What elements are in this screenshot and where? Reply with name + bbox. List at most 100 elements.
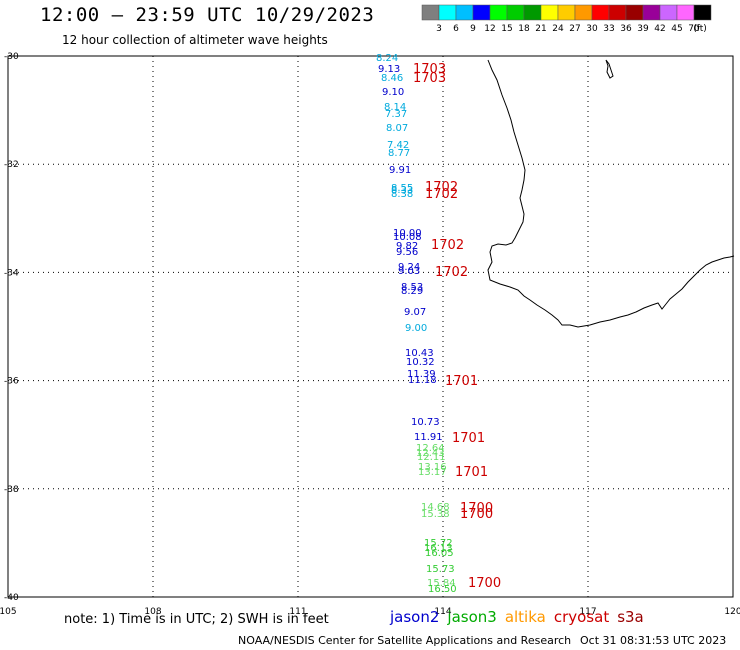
pass-time-label: 1703	[413, 62, 446, 77]
swh-labels: 8.249.138.46 9.10 8.147.37 8.07 7.428.77 9.91…	[376, 53, 457, 595]
pass-time-label: 1703	[413, 71, 446, 86]
map-grid	[8, 56, 733, 597]
lat-tick-label: -36	[4, 377, 19, 387]
pass-time-label: 1701	[455, 465, 488, 480]
pass-time-label: 1702	[435, 265, 468, 280]
swh-label: 16.50	[428, 584, 457, 595]
swh-label: 15.73	[426, 564, 455, 575]
lon-tick-label: 111	[289, 607, 306, 617]
lon-tick-label: 117	[579, 607, 596, 617]
map-frame	[7, 55, 734, 598]
colorbar-swatch	[625, 4, 644, 21]
pass-time-label: 1700	[460, 501, 493, 516]
pass-time-label: 1700	[468, 576, 501, 591]
colorbar-label: 15	[501, 24, 512, 34]
colorbar-label: 21	[535, 24, 546, 34]
swh-label: 9.10	[382, 87, 404, 98]
swh-label: 10.43	[405, 348, 434, 359]
map-title: 12:00 – 23:59 UTC 10/29/2023	[40, 4, 375, 26]
swh-label: 8.77	[388, 148, 410, 159]
legend-jason3: jason3	[447, 608, 497, 626]
lat-tick-label: -34	[4, 268, 19, 278]
swh-label: 9.13	[378, 64, 400, 75]
australia-coastline	[487, 59, 735, 328]
swh-label: 8.29	[401, 286, 423, 297]
colorbar-swatch	[557, 4, 576, 21]
swh-label: 12.11	[417, 452, 446, 463]
pass-time-label: 1700	[460, 507, 493, 522]
swh-label: 11.91	[414, 432, 443, 443]
swh-label: 15.38	[421, 509, 450, 520]
colorbar-swatch	[540, 4, 559, 21]
swh-label: 14.68	[421, 502, 450, 513]
swh-label: 7.42	[387, 140, 409, 151]
swh-label: 10.08	[393, 232, 422, 243]
swh-label: 16.05	[425, 548, 454, 559]
lat-tick-label: -40	[4, 593, 19, 603]
lat-tick-label: -30	[4, 52, 19, 62]
colorbar-swatch	[693, 4, 712, 21]
swh-label: 11.18	[408, 375, 437, 386]
footer-credit: NOAA/NESDIS Center for Satellite Applica…	[238, 634, 572, 647]
swh-label: 8.55	[391, 183, 413, 194]
swh-label: 8.38	[391, 189, 413, 200]
colorbar-swatch	[506, 4, 525, 21]
swh-label: 13.17	[418, 467, 447, 478]
lat-tick-label: -38	[4, 485, 19, 495]
legend-cryosat: cryosat	[553, 608, 610, 626]
legend-altika: altika	[504, 608, 546, 626]
swh-label: 12.64	[416, 443, 445, 454]
colorbar-swatch	[523, 4, 542, 21]
map-subtitle: 12 hour collection of altimeter wave hei…	[62, 33, 328, 47]
pass-time-label: 1702	[425, 180, 458, 195]
colorbar-label: 70	[688, 24, 700, 34]
colorbar-unit: (ft)	[693, 24, 707, 34]
swh-label: 8.14	[384, 102, 406, 113]
colorbar-swatch	[455, 4, 474, 21]
colorbar-label: 42	[654, 24, 665, 34]
footer-note: note: 1) Time is in UTC; 2) SWH is in fe…	[64, 612, 329, 627]
pass-time-label: 1702	[425, 187, 458, 202]
swh-label: 10.32	[406, 357, 435, 368]
lat-tick-label: -32	[4, 160, 19, 170]
axis-tick-labels: 105 108 111 114 117 120 -30 -32 -34 -36 -38 -40	[0, 52, 740, 617]
swh-label: 7.37	[385, 109, 407, 120]
swh-label: 9.56	[396, 247, 418, 258]
swh-label: 8.07	[386, 123, 408, 134]
legend-jason2: jason2	[390, 608, 440, 626]
satellite-legend: jason2 jason3 altika cryosat s3a	[390, 608, 652, 626]
swh-label: 11.39	[407, 369, 436, 380]
colorbar-swatch	[489, 4, 508, 21]
colorbar-swatch	[591, 4, 610, 21]
colorbar-label: 9	[470, 24, 476, 34]
island-outline	[605, 59, 614, 79]
swh-label: 9.91	[389, 165, 411, 176]
lon-tick-label: 108	[144, 607, 161, 617]
colorbar-label: 3	[436, 24, 442, 34]
colorbar: 3 6 9 12 15 18 21 24 27 30 33 36 39 42 45 70(ft)	[421, 4, 712, 34]
pass-time-label: 1702	[431, 238, 464, 253]
colorbar-swatch	[676, 4, 695, 21]
colorbar-swatch	[659, 4, 678, 21]
colorbar-swatch	[574, 4, 593, 21]
swh-label: 9.07	[404, 307, 426, 318]
colorbar-swatch	[642, 4, 661, 21]
swh-label: 10.73	[411, 417, 440, 428]
pass-time-label: 1701	[445, 374, 478, 389]
pass-time-labels: 1703170317021702170217021701170117011700…	[413, 62, 501, 591]
lon-tick-label: 120	[724, 607, 740, 617]
colorbar-label: 18	[518, 24, 530, 34]
swh-label: 15.84	[427, 578, 456, 589]
swh-label: 8.24	[376, 53, 398, 64]
swh-label: 9.82	[396, 241, 418, 252]
swh-label: 9.24	[398, 262, 420, 273]
colorbar-swatch	[438, 4, 457, 21]
colorbar-label: 6	[453, 24, 459, 34]
footer-timestamp: Oct 31 08:31:53 UTC 2023	[580, 634, 727, 647]
swh-label: 13.16	[418, 462, 447, 473]
pass-time-label: 1701	[452, 431, 485, 446]
colorbar-label: 30	[586, 24, 598, 34]
colorbar-swatch	[472, 4, 491, 21]
swh-label: 9.00	[405, 323, 427, 334]
